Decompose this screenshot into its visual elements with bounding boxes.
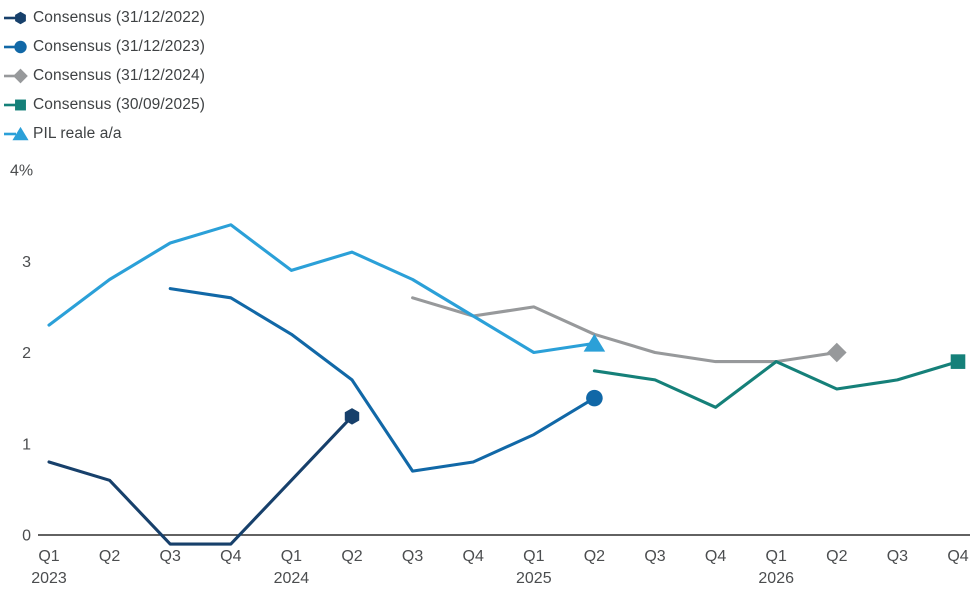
legend-circle-glyph	[14, 40, 27, 54]
x-axis-year-label: 2023	[31, 570, 67, 587]
legend-label: Consensus (31/12/2022)	[33, 9, 205, 26]
y-axis-tick-label: 2	[22, 345, 31, 362]
legend-item-consensus-2022: Consensus (31/12/2022)	[4, 9, 205, 27]
series-line-4	[47, 223, 596, 355]
x-axis-quarter-label: Q2	[826, 548, 847, 565]
series-endpoint-circle-marker	[586, 389, 603, 407]
legend-label: Consensus (31/12/2024)	[33, 67, 205, 84]
legend-label: Consensus (30/09/2025)	[33, 96, 205, 113]
x-axis-quarter-label: Q3	[644, 548, 665, 565]
y-axis-top-label: 4%	[10, 163, 33, 180]
legend-item-consensus-2025: Consensus (30/09/2025)	[4, 96, 205, 114]
chart-legend: Consensus (31/12/2022) Consensus (31/12/…	[4, 9, 205, 154]
x-axis-quarter-label: Q3	[402, 548, 423, 565]
legend-triangle-glyph	[12, 126, 29, 141]
x-axis-quarter-label: Q3	[160, 548, 181, 565]
hexagon-marker-icon	[4, 11, 26, 25]
x-axis-quarter-label: Q4	[463, 548, 484, 565]
series-endpoint-triangle-marker	[583, 333, 606, 352]
y-axis-tick-label: 3	[22, 254, 31, 271]
legend-item-consensus-2023: Consensus (31/12/2023)	[4, 38, 205, 56]
circle-marker-icon	[4, 40, 27, 54]
series-line-0	[47, 414, 354, 546]
series-line-1	[168, 287, 596, 473]
triangle-marker-icon	[4, 126, 29, 141]
y-axis-tick-label: 0	[22, 528, 31, 545]
square-marker-icon	[4, 99, 26, 111]
legend-label: PIL reale a/a	[33, 125, 122, 142]
legend-diamond-glyph	[13, 68, 28, 84]
x-axis-quarter-label: Q2	[341, 548, 362, 565]
legend-hexagon-glyph	[15, 11, 26, 25]
x-axis-year-label: 2025	[516, 570, 552, 587]
diamond-marker-icon	[4, 68, 28, 84]
legend-square-glyph	[15, 99, 26, 111]
x-axis-quarter-label: Q1	[281, 548, 302, 565]
x-axis-quarter-label: Q2	[584, 548, 605, 565]
series-line-2	[411, 296, 839, 364]
series-endpoint-diamond-marker	[827, 342, 847, 363]
series-endpoint-hexagon-marker	[344, 408, 360, 425]
x-axis-quarter-label: Q1	[38, 548, 59, 565]
legend-item-pil-reale: PIL reale a/a	[4, 125, 205, 143]
x-axis-quarter-label: Q2	[99, 548, 120, 565]
legend-item-consensus-2024: Consensus (31/12/2024)	[4, 67, 205, 85]
x-axis-quarter-label: Q4	[705, 548, 726, 565]
x-axis-quarter-label: Q1	[766, 548, 787, 565]
x-axis-quarter-label: Q1	[523, 548, 544, 565]
series-endpoint-square-marker	[950, 354, 966, 369]
x-axis-quarter-label: Q4	[220, 548, 241, 565]
series-line-3	[592, 360, 960, 409]
x-axis-year-label: 2024	[274, 570, 310, 587]
x-axis-year-label: 2026	[758, 570, 794, 587]
legend-label: Consensus (31/12/2023)	[33, 38, 205, 55]
x-axis-quarter-label: Q4	[947, 548, 968, 565]
y-axis-tick-label: 1	[22, 436, 31, 453]
x-axis-quarter-label: Q3	[887, 548, 908, 565]
